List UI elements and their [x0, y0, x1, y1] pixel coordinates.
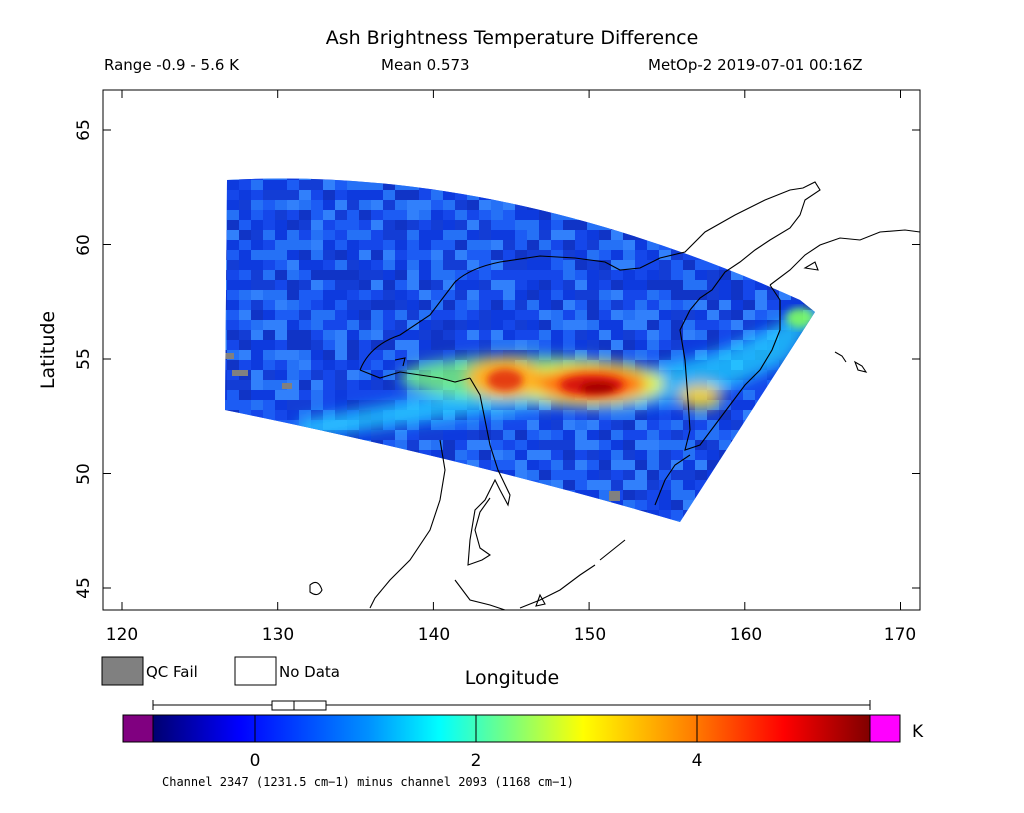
colorbar-under-swatch: [122, 714, 154, 743]
x-tick-label: 140: [418, 625, 450, 645]
qc-fail-pixel: [609, 491, 620, 501]
x-tick-label: 150: [574, 625, 606, 645]
colorbar-tick-label: 4: [692, 751, 703, 771]
satellite-datetime-text: MetOp-2 2019-07-01 00:16Z: [648, 56, 863, 74]
y-tick-labels: 45 50 55 60 65: [74, 119, 94, 599]
colorbar: [152, 714, 871, 743]
y-tick-label: 65: [74, 119, 94, 141]
channel-caption: Channel 2347 (1231.5 cm−1) minus channel…: [162, 775, 574, 789]
qc-fail-label: QC Fail: [146, 663, 198, 681]
y-tick-label: 50: [74, 463, 94, 485]
qc-fail-pixel: [225, 353, 234, 359]
x-tick-marks: [121, 90, 901, 610]
chart-title: Ash Brightness Temperature Difference: [325, 27, 699, 49]
x-tick-label: 170: [884, 625, 916, 645]
x-tick-labels: 120 130 140 150 160 170: [106, 625, 916, 645]
y-tick-label: 45: [74, 577, 94, 599]
range-text: Range -0.9 - 5.6 K: [104, 56, 239, 74]
colorbar-over-swatch: [869, 714, 901, 743]
colorbar-tick-label: 0: [250, 751, 261, 771]
x-tick-label: 130: [262, 625, 294, 645]
y-axis-title: Latitude: [37, 311, 59, 389]
ash-swath: [225, 178, 815, 522]
qc-fail-swatch: [101, 656, 144, 686]
colorbar-unit: K: [912, 722, 924, 742]
x-tick-label: 160: [730, 625, 762, 645]
y-tick-label: 55: [74, 348, 94, 370]
x-axis-title: Longitude: [465, 667, 560, 689]
x-tick-label: 120: [106, 625, 138, 645]
colorbar-tick-label: 2: [471, 751, 482, 771]
no-data-swatch: [234, 656, 277, 686]
coastlines: [309, 181, 920, 610]
qc-fail-pixel: [232, 370, 248, 376]
no-data-label: No Data: [279, 663, 340, 681]
qc-fail-pixel: [282, 383, 292, 389]
y-tick-label: 60: [74, 234, 94, 256]
colorbar-ticks: [254, 715, 698, 742]
distribution-boxplot: [152, 700, 871, 711]
mean-text: Mean 0.573: [381, 56, 470, 74]
y-tick-marks: [103, 129, 920, 589]
